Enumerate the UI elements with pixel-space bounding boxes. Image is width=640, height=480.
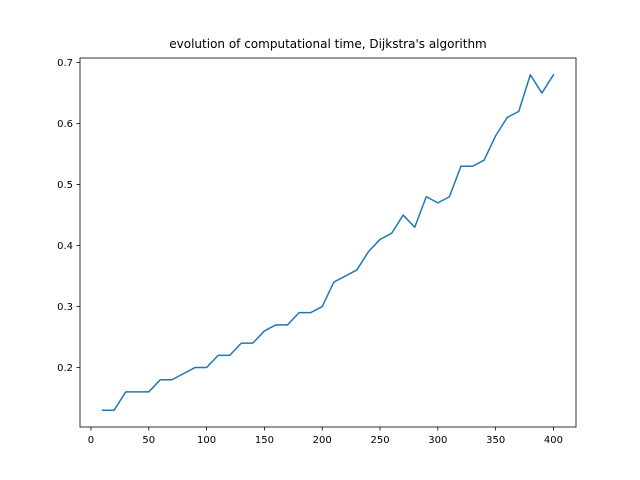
x-tick-label: 250 <box>370 435 389 446</box>
y-tick-label: 0.3 <box>57 302 73 313</box>
x-tick-label: 100 <box>197 435 216 446</box>
plot-area: 0 50 100 150 200 250 300 350 400 0.2 0.3 0.4 0.5 0.6 0… <box>57 57 577 446</box>
x-tick-label: 200 <box>313 435 332 446</box>
x-tick-label: 50 <box>142 435 155 446</box>
y-tick-label: 0.6 <box>57 119 73 130</box>
y-tick-label: 0.4 <box>57 241 73 252</box>
y-tick-label: 0.7 <box>57 58 73 69</box>
x-tick-label: 350 <box>486 435 505 446</box>
axes-frame <box>79 57 577 428</box>
x-tick-label: 400 <box>544 435 563 446</box>
x-tick-label: 150 <box>255 435 274 446</box>
y-tick-label: 0.2 <box>57 363 73 374</box>
x-tick-label: 0 <box>88 435 94 446</box>
y-tick-label: 0.5 <box>57 180 73 191</box>
chart-title: evolution of computational time, Dijkstr… <box>169 37 486 51</box>
x-tick-label: 300 <box>428 435 447 446</box>
series-line-0 <box>101 73 555 411</box>
